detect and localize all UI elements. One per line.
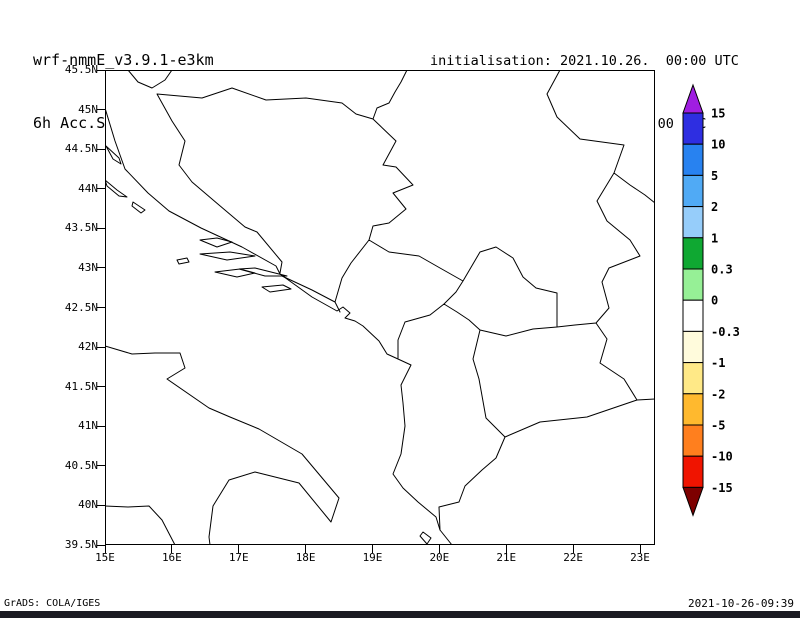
islands (105, 146, 431, 544)
colorbar-label: -15 (711, 481, 733, 495)
lat-label: 41.5N (38, 380, 98, 394)
lon-label: 21E (473, 551, 539, 565)
map-svg (105, 70, 655, 545)
colorbar-arrow-top (683, 85, 703, 113)
lat-tick (97, 149, 105, 150)
lat-label: 42.5N (38, 301, 98, 315)
lat-label: 44N (38, 182, 98, 196)
lat-tick (97, 109, 105, 110)
colorbar-label: -0.3 (711, 325, 740, 339)
lat-tick (97, 307, 105, 308)
colorbar-arrow-bottom (683, 487, 703, 515)
colorbar-segment (683, 456, 703, 487)
colorbar-label: -2 (711, 387, 725, 401)
lon-label: 16E (139, 551, 205, 565)
lon-tick (439, 545, 440, 553)
colorbar-segment (683, 300, 703, 331)
lat-tick (97, 465, 105, 466)
colorbar-segment (683, 269, 703, 300)
lat-label: 45N (38, 103, 98, 117)
lat-tick (97, 505, 105, 506)
colorbar-segment (683, 207, 703, 238)
lat-label: 42N (38, 340, 98, 354)
colorbar-segment (683, 331, 703, 362)
colorbar-segment (683, 363, 703, 394)
lon-label: 20E (406, 551, 472, 565)
lon-label: 18E (273, 551, 339, 565)
lat-tick (97, 188, 105, 189)
init-time: initialisation: 2021.10.26. 00:00 UTC (430, 51, 739, 72)
weather-map-page: wrf-nmmE_v3.9.1-e3km 6h Acc.Snow [cm/6h]… (0, 0, 800, 618)
lat-label: 45.5N (38, 63, 98, 77)
lon-tick (171, 545, 172, 553)
creation-timestamp: 2021-10-26-09:39 (688, 597, 794, 610)
coastline-italy (105, 346, 339, 545)
lon-label: 22E (540, 551, 606, 565)
colorbar-label: 10 (711, 138, 725, 152)
lat-tick (97, 228, 105, 229)
lon-label: 19E (340, 551, 406, 565)
colorbar: 15 10 5 2 1 0.3 0 -0.3 -1 -2 -5 -10 -15 (675, 83, 750, 523)
lon-tick (573, 545, 574, 553)
grads-credit: GrADS: COLA/IGES (4, 598, 100, 609)
colorbar-segment (683, 175, 703, 206)
colorbar-segment (683, 394, 703, 425)
colorbar-segment (683, 238, 703, 269)
colorbar-label: 15 (711, 107, 725, 121)
lat-tick (97, 386, 105, 387)
colorbar-label: 1 (711, 231, 718, 245)
lon-label: 15E (72, 551, 138, 565)
colorbar-label: -10 (711, 450, 733, 464)
colorbar-label: 0 (711, 294, 718, 308)
lat-label: 40N (38, 498, 98, 512)
colorbar-label: 2 (711, 200, 718, 214)
lat-tick (97, 347, 105, 348)
lon-tick (640, 545, 641, 553)
lon-label: 17E (206, 551, 272, 565)
lat-label: 43N (38, 261, 98, 275)
lat-label: 41N (38, 419, 98, 433)
lat-label: 44.5N (38, 142, 98, 156)
lon-tick (372, 545, 373, 553)
lat-tick (97, 267, 105, 268)
colorbar-segment (683, 425, 703, 456)
lat-tick (97, 70, 105, 71)
coastline-adriatic-east (105, 108, 452, 545)
colorbar-label: 0.3 (711, 263, 733, 277)
lon-tick (105, 545, 106, 553)
lat-label: 39.5N (38, 538, 98, 552)
country-borders (128, 70, 655, 530)
lon-tick (305, 545, 306, 553)
lat-label: 40.5N (38, 459, 98, 473)
lat-tick (97, 426, 105, 427)
colorbar-label: -5 (711, 419, 725, 433)
lat-label: 43.5N (38, 221, 98, 235)
lon-label: 23E (607, 551, 673, 565)
lon-tick (238, 545, 239, 553)
colorbar-label: -1 (711, 356, 725, 370)
colorbar-segment (683, 113, 703, 144)
colorbar-segment (683, 144, 703, 175)
colorbar-label: 5 (711, 169, 718, 183)
lon-tick (506, 545, 507, 553)
bottom-bar (0, 611, 800, 618)
